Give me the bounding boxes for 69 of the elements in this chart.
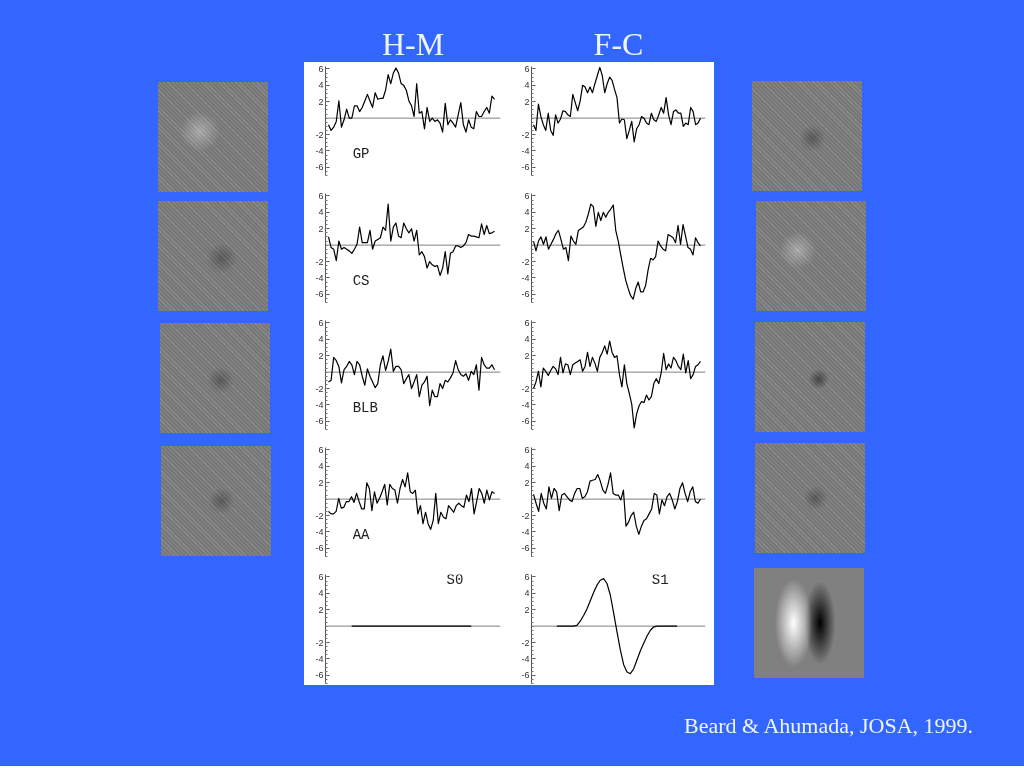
y-tick-label: 4 (524, 588, 530, 599)
y-tick-label: 2 (524, 604, 530, 615)
y-tick-label: -2 (315, 129, 324, 140)
y-tick-label: 6 (318, 317, 324, 328)
y-tick-label: -4 (315, 272, 324, 283)
y-tick-label: -4 (315, 145, 324, 156)
y-tick-label: 4 (318, 334, 324, 345)
y-tick-label: -2 (521, 383, 530, 394)
y-tick-label: -6 (315, 543, 324, 554)
y-tick-label: -4 (521, 145, 530, 156)
y-tick-label: -2 (521, 256, 530, 267)
y-tick-label: -4 (521, 653, 530, 664)
y-tick-label: -2 (315, 256, 324, 267)
y-tick-label: 2 (318, 604, 324, 615)
y-tick-label: -6 (521, 162, 530, 173)
y-tick-label: 2 (318, 350, 324, 361)
y-tick-label: 4 (524, 80, 530, 91)
y-tick-label: 6 (318, 444, 324, 455)
y-tick-label: -6 (315, 670, 324, 681)
annotation: GP (352, 145, 370, 162)
chart-title: F-C (593, 26, 644, 62)
y-tick-label: 2 (524, 96, 530, 107)
y-tick-label: -2 (521, 637, 530, 648)
y-tick-label: -4 (521, 399, 530, 410)
y-tick-label: -4 (315, 399, 324, 410)
y-tick-label: 6 (524, 63, 530, 74)
annotation: BLB (352, 399, 378, 416)
y-tick-label: -6 (521, 416, 530, 427)
y-tick-label: -2 (315, 383, 324, 394)
y-tick-label: 2 (524, 477, 530, 488)
y-tick-label: 6 (318, 571, 324, 582)
y-tick-label: 4 (524, 461, 530, 472)
y-tick-label: 6 (318, 190, 324, 201)
y-tick-label: 4 (318, 588, 324, 599)
y-tick-label: -4 (315, 526, 324, 537)
annotation: AA (352, 526, 371, 543)
y-tick-label: 6 (524, 190, 530, 201)
y-tick-label: 2 (318, 477, 324, 488)
y-tick-label: 6 (524, 317, 530, 328)
y-tick-label: 2 (318, 223, 324, 234)
y-tick-label: -6 (315, 289, 324, 300)
y-tick-label: -2 (521, 129, 530, 140)
y-tick-label: -2 (315, 637, 324, 648)
y-tick-label: -4 (315, 653, 324, 664)
y-tick-label: -2 (315, 510, 324, 521)
y-tick-label: -6 (521, 543, 530, 554)
y-tick-label: 4 (524, 334, 530, 345)
chart-title: H-M (381, 26, 445, 62)
annotation: S0 (446, 571, 464, 588)
y-tick-label: -6 (521, 289, 530, 300)
y-tick-label: -6 (315, 416, 324, 427)
y-tick-label: 6 (524, 444, 530, 455)
y-tick-label: -6 (315, 162, 324, 173)
y-tick-label: -4 (521, 526, 530, 537)
y-tick-label: 4 (318, 461, 324, 472)
y-tick-label: 2 (318, 96, 324, 107)
text: Beard & Ahumada, JOSA, 1999. (684, 713, 974, 739)
y-tick-label: 4 (318, 207, 324, 218)
y-tick-label: 4 (524, 207, 530, 218)
y-tick-label: 4 (318, 80, 324, 91)
y-tick-label: -6 (521, 670, 530, 681)
annotation: S1 (651, 571, 669, 588)
y-tick-label: 2 (524, 350, 530, 361)
annotation: CS (352, 272, 370, 289)
y-tick-label: 2 (524, 223, 530, 234)
y-tick-label: -2 (521, 510, 530, 521)
y-tick-label: 6 (318, 63, 324, 74)
y-tick-label: -4 (521, 272, 530, 283)
y-tick-label: 6 (524, 571, 530, 582)
